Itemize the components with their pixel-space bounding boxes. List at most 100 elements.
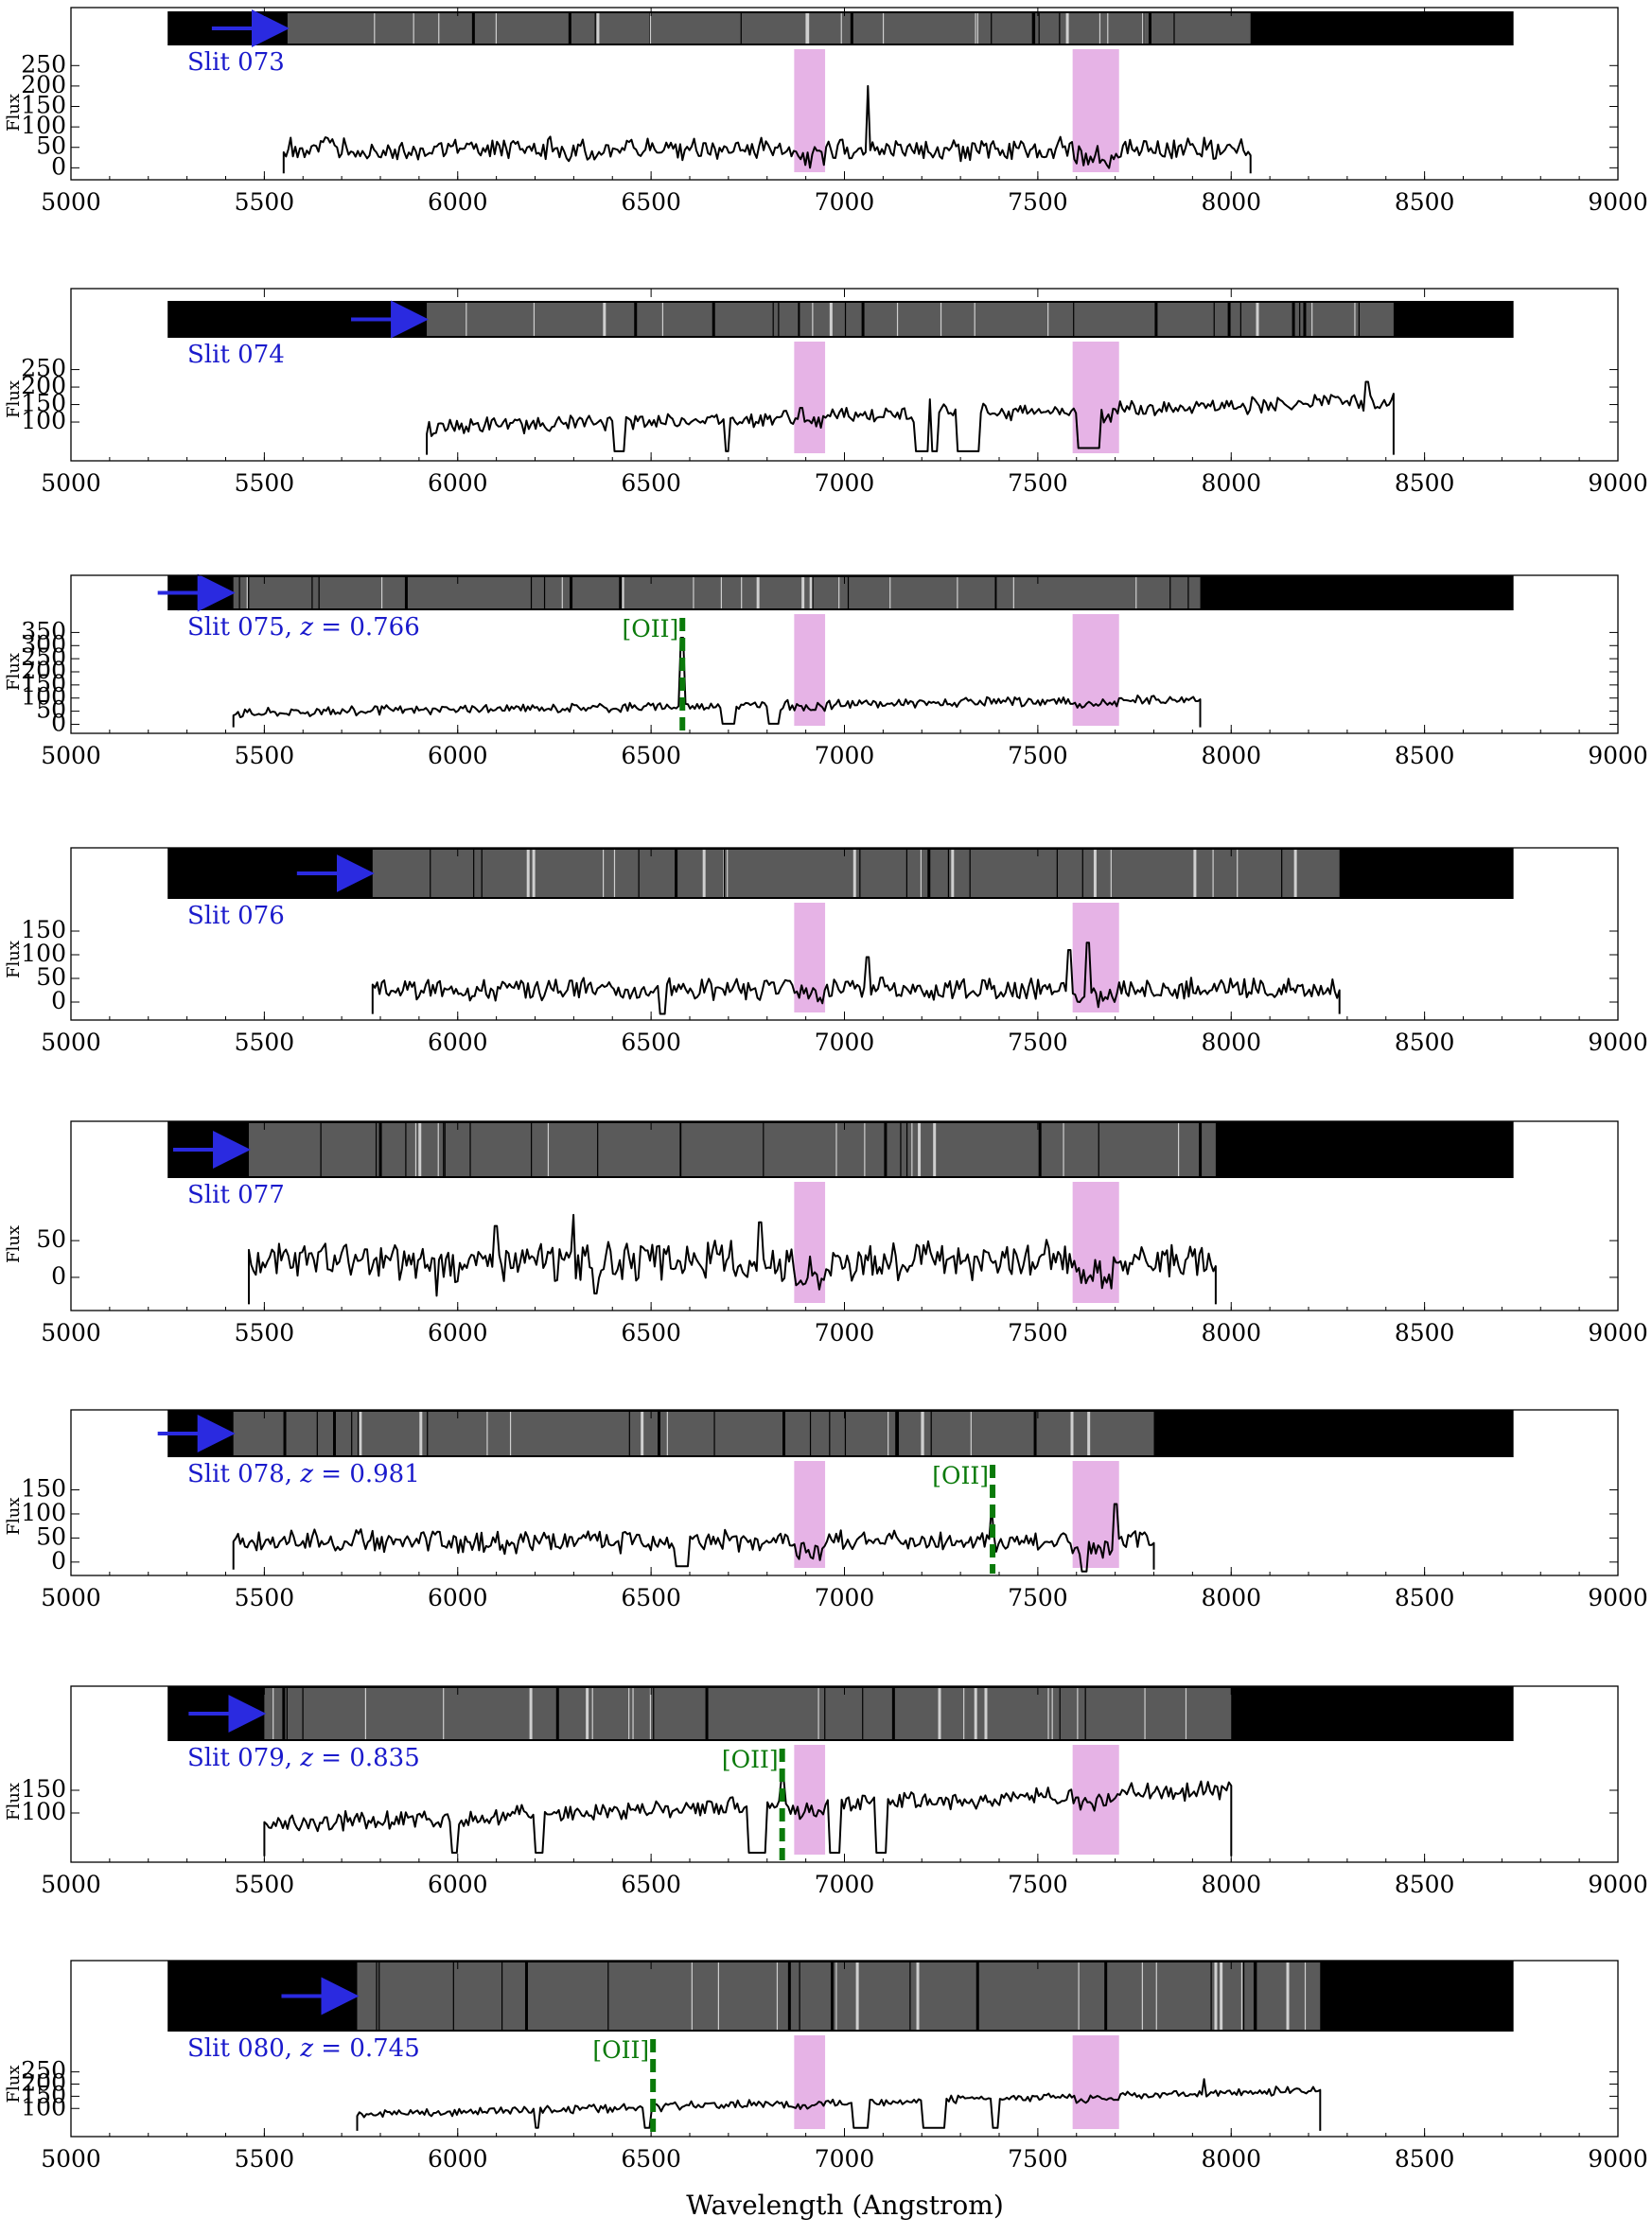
x-tick-label: 8500	[1395, 1584, 1455, 1611]
telluric-band	[794, 1745, 826, 1855]
x-tick-label: 7000	[815, 1319, 875, 1346]
x-tick-label: 8000	[1201, 188, 1261, 216]
spectrum-image-data	[233, 1412, 1154, 1455]
x-tick-label: 6500	[621, 742, 681, 769]
x-tick-label: 6000	[428, 469, 488, 497]
y-axis-label: Flux	[4, 94, 24, 132]
spectrum-panel-4: 5000 5500 6000 6500 7000 7500 8000 8500 90000501…	[4, 847, 1648, 1056]
spectrum-panel-1: 5000 5500 6000 6500 7000 7500 8000 8500 90000501…	[4, 7, 1648, 216]
x-tick-label: 7000	[815, 742, 875, 769]
x-tick-label: 5000	[41, 469, 101, 497]
telluric-band	[1072, 614, 1119, 726]
x-tick-label: 6000	[428, 188, 488, 216]
x-tick-label: 5500	[235, 742, 295, 769]
redshift-symbol: z	[299, 1460, 313, 1488]
telluric-band	[794, 614, 826, 726]
x-tick-label: 8500	[1395, 469, 1455, 497]
telluric-band	[794, 342, 826, 453]
y-tick-label: 100	[21, 112, 66, 139]
spectrum-panel-6: 5000 5500 6000 6500 7000 7500 8000 8500 90000501…	[4, 1409, 1648, 1611]
x-tick-label: 7500	[1008, 1871, 1068, 1898]
x-tick-label: 5000	[41, 2145, 101, 2173]
x-tick-label: 8500	[1395, 742, 1455, 769]
y-tick-label: 250	[21, 355, 66, 382]
y-tick-label: 100	[21, 1499, 66, 1526]
x-tick-label: 5000	[41, 1871, 101, 1898]
spectrum-panel-8: 5000 5500 6000 6500 7000 7500 8000 8500 9000 1001…	[4, 1960, 1648, 2173]
x-tick-label: 6500	[621, 1319, 681, 1346]
x-tick-label: 8500	[1395, 1319, 1455, 1346]
redshift-symbol: z	[299, 2034, 313, 2063]
x-tick-label: 6500	[621, 188, 681, 216]
x-tick-label: 7500	[1008, 188, 1068, 216]
x-tick-label: 6500	[621, 1584, 681, 1611]
slit-name: Slit 078,	[187, 1460, 300, 1488]
x-tick-label: 6000	[428, 1029, 488, 1056]
y-tick-label: 150	[21, 1475, 66, 1503]
y-tick-label: 100	[21, 683, 66, 711]
x-tick-label: 8000	[1201, 1871, 1261, 1898]
x-tick-label: 8500	[1395, 188, 1455, 216]
x-tick-label: 5500	[235, 188, 295, 216]
slit-name: Slit 079,	[187, 1744, 300, 1772]
y-tick-label: 150	[21, 916, 66, 943]
spectrum-line	[263, 1778, 1233, 1857]
redshift-value: = 0.745	[313, 2034, 420, 2063]
x-tick-label: 8000	[1201, 1029, 1261, 1056]
spectrum-panel-5: 5000 5500 6000 6500 7000 7500 8000 8500 9000 0 50 F…	[4, 1120, 1648, 1346]
telluric-band	[794, 2035, 826, 2129]
y-tick-label: 50	[36, 1522, 66, 1550]
y-tick-label: 50	[36, 963, 66, 991]
y-tick-label: 200	[21, 2069, 66, 2097]
x-tick-label: 9000	[1588, 2145, 1648, 2173]
y-axis-label: Flux	[4, 380, 24, 418]
x-tick-label: 7500	[1008, 1319, 1068, 1346]
x-tick-label: 7000	[815, 469, 875, 497]
y-tick-label: 200	[21, 71, 66, 98]
y-tick-label: 0	[51, 987, 66, 1014]
y-tick-label: 150	[21, 390, 66, 417]
slit-name: Slit 075,	[187, 613, 300, 642]
x-tick-label: 9000	[1588, 188, 1648, 216]
y-axis-label: Flux	[4, 1225, 24, 1263]
y-tick-label: 0	[51, 152, 66, 180]
x-tick-label: 9000	[1588, 469, 1648, 497]
x-tick-label: 8000	[1201, 1319, 1261, 1346]
spectrum-line	[248, 1213, 1217, 1305]
spectrum-panel-3: 5000 5500 6000 6500 7000 7500 8000 8500 9000 0501…	[4, 573, 1648, 769]
x-tick-label: 6500	[621, 2145, 681, 2173]
y-tick-label: 0	[51, 1547, 66, 1575]
y-tick-label: 100	[21, 940, 66, 967]
x-tick-label: 7000	[815, 188, 875, 216]
x-tick-label: 7000	[815, 1871, 875, 1898]
slit-label: Slit 073	[187, 48, 285, 77]
telluric-band	[1072, 2035, 1119, 2129]
y-tick-label: 350	[21, 617, 66, 644]
x-tick-label: 5500	[235, 1319, 295, 1346]
x-tick-label: 5000	[41, 742, 101, 769]
y-tick-label: 200	[21, 372, 66, 399]
y-axis-label: Flux	[4, 2066, 24, 2103]
x-tick-label: 7000	[815, 1029, 875, 1056]
spectrum-panel-2: 5000 5500 6000 6500 7000 7500 8000 8500 9000 1001…	[4, 288, 1648, 497]
x-tick-label: 7500	[1008, 742, 1068, 769]
x-tick-label: 9000	[1588, 1029, 1648, 1056]
y-tick-label: 150	[21, 2081, 66, 2108]
x-tick-label: 6000	[428, 742, 488, 769]
x-tick-label: 5500	[235, 1584, 295, 1611]
y-tick-label: 250	[21, 2057, 66, 2085]
x-tick-label: 6500	[621, 1871, 681, 1898]
x-tick-label: 7500	[1008, 469, 1068, 497]
slit-label: Slit 075, z = 0.766	[187, 613, 420, 642]
y-tick-label: 50	[36, 1225, 66, 1253]
slit-label: Slit 077	[187, 1181, 285, 1209]
x-tick-label: 5500	[235, 2145, 295, 2173]
x-tick-label: 8500	[1395, 1871, 1455, 1898]
x-tick-label: 8000	[1201, 742, 1261, 769]
spectrum-line	[282, 84, 1252, 174]
slit-label: Slit 079, z = 0.835	[187, 1744, 420, 1772]
x-tick-label: 8000	[1201, 2145, 1261, 2173]
x-tick-label: 7000	[815, 2145, 875, 2173]
x-tick-label: 7500	[1008, 1584, 1068, 1611]
